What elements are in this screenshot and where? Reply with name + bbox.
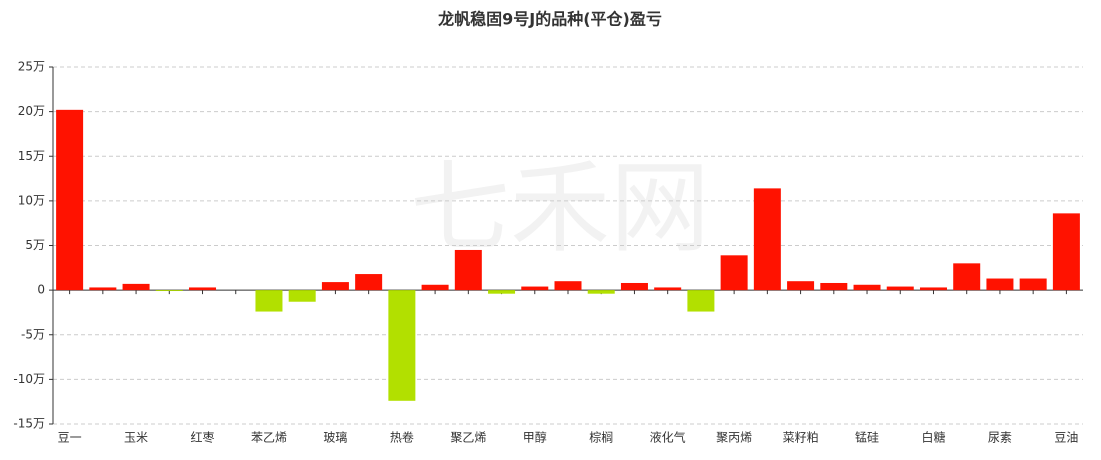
bar	[654, 287, 682, 291]
x-tick-label: 液化气	[650, 430, 686, 445]
x-tick-label: 红枣	[191, 430, 215, 445]
bar	[953, 263, 981, 291]
y-tick-label: 25万	[18, 60, 45, 74]
bar	[189, 287, 217, 291]
x-tick-label: 锰硅	[855, 430, 879, 445]
x-tick-label: 聚乙烯	[450, 431, 486, 445]
y-tick-label: 20万	[18, 104, 45, 118]
bar	[687, 290, 715, 312]
bar	[587, 290, 615, 294]
bar	[753, 188, 781, 291]
bar	[122, 283, 150, 291]
x-tick-label: 甲醇	[523, 430, 547, 445]
bar	[89, 287, 117, 291]
bar	[919, 287, 947, 291]
bar	[288, 290, 316, 302]
y-tick-label: 0	[37, 283, 45, 297]
bar	[886, 286, 914, 291]
bar	[853, 284, 881, 291]
x-tick-label: 棕榈	[589, 430, 613, 445]
x-tick-label: 菜籽粕	[783, 430, 819, 445]
bar	[421, 284, 449, 291]
bar	[488, 290, 516, 294]
bar	[388, 290, 416, 401]
x-tick-label: 白糖	[921, 430, 945, 445]
bar	[986, 278, 1014, 291]
y-tick-label: 10万	[18, 193, 45, 207]
bar	[321, 282, 349, 291]
x-tick-label: 豆油	[1054, 431, 1078, 445]
bar	[820, 282, 848, 291]
x-tick-label: 尿素	[988, 431, 1012, 445]
chart-title: 龙帆稳固9号J的品种(平仓)盈亏	[437, 10, 662, 29]
bar	[720, 255, 748, 291]
bar	[355, 274, 383, 291]
bar	[155, 290, 183, 292]
watermark: 七禾网	[410, 149, 710, 266]
y-tick-label: 15万	[18, 149, 45, 163]
bar	[521, 286, 549, 291]
y-tick-label: -5万	[21, 327, 45, 341]
bar	[255, 290, 283, 312]
bar	[1019, 278, 1047, 291]
bar	[620, 282, 648, 291]
x-tick-label: 热卷	[390, 430, 414, 445]
bar	[554, 281, 582, 291]
x-tick-label: 玻璃	[323, 431, 347, 445]
y-tick-label: 5万	[25, 238, 45, 252]
x-tick-label: 聚丙烯	[716, 431, 752, 445]
bar	[1052, 213, 1080, 291]
x-tick-label: 玉米	[124, 431, 148, 445]
x-tick-label: 苯乙烯	[251, 431, 287, 445]
bar	[787, 281, 815, 291]
y-tick-label: -15万	[13, 417, 45, 431]
x-tick-label: 豆一	[58, 431, 82, 445]
bar	[56, 109, 84, 291]
y-tick-label: -10万	[13, 372, 45, 386]
bar	[454, 249, 482, 291]
